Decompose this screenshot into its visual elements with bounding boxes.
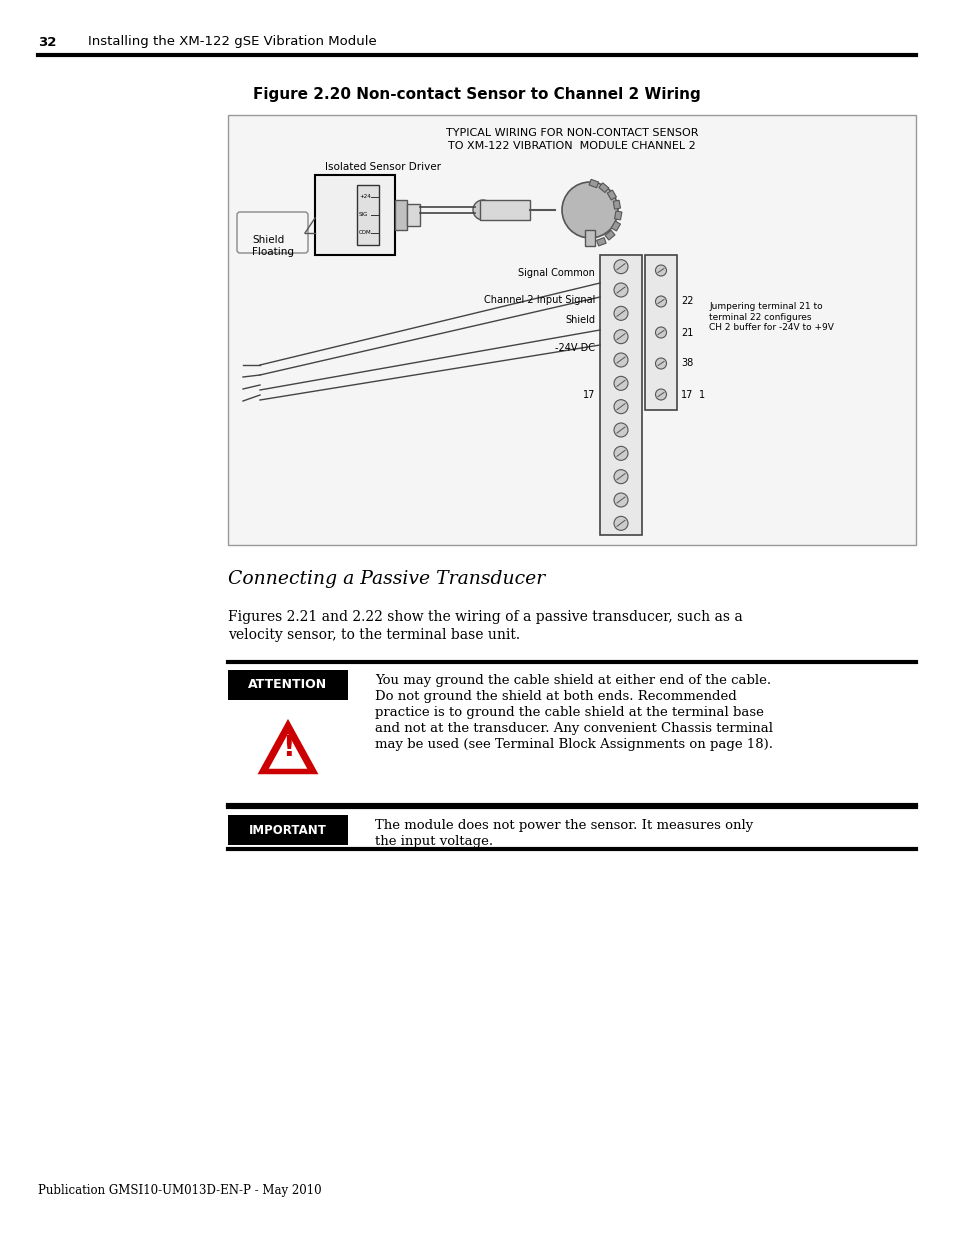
Text: The module does not power the sensor. It measures only: The module does not power the sensor. It… xyxy=(375,819,753,832)
Text: Figure 2.20 Non-contact Sensor to Channel 2 Wiring: Figure 2.20 Non-contact Sensor to Channe… xyxy=(253,86,700,103)
Text: 32: 32 xyxy=(38,36,56,48)
Text: may be used (see Terminal Block Assignments on page 18).: may be used (see Terminal Block Assignme… xyxy=(375,739,772,751)
Text: !: ! xyxy=(281,734,294,762)
Bar xyxy=(395,200,407,230)
Circle shape xyxy=(655,266,666,275)
Bar xyxy=(604,230,615,240)
Text: 21: 21 xyxy=(680,327,693,337)
Text: ATTENTION: ATTENTION xyxy=(248,678,327,692)
Text: Publication GMSI10-UM013D-EN-P - May 2010: Publication GMSI10-UM013D-EN-P - May 201… xyxy=(38,1184,321,1197)
Bar xyxy=(611,221,619,231)
Circle shape xyxy=(655,358,666,369)
Bar xyxy=(613,200,619,209)
Circle shape xyxy=(614,306,627,320)
Text: SIG: SIG xyxy=(358,212,368,217)
Bar xyxy=(314,175,395,254)
Bar xyxy=(598,183,608,193)
Text: 1: 1 xyxy=(699,389,704,399)
Circle shape xyxy=(614,283,627,296)
Circle shape xyxy=(614,377,627,390)
Bar xyxy=(479,200,530,220)
Circle shape xyxy=(614,330,627,343)
Bar xyxy=(644,254,677,410)
Circle shape xyxy=(655,296,666,308)
Circle shape xyxy=(614,400,627,414)
Circle shape xyxy=(614,259,627,274)
Text: 38: 38 xyxy=(680,358,693,368)
Bar xyxy=(614,211,621,220)
Bar xyxy=(599,254,641,535)
Polygon shape xyxy=(260,722,315,773)
Text: 17: 17 xyxy=(680,389,693,399)
Text: Figures 2.21 and 2.22 show the wiring of a passive transducer, such as a: Figures 2.21 and 2.22 show the wiring of… xyxy=(228,610,742,624)
Text: Channel 2 Input Signal: Channel 2 Input Signal xyxy=(483,295,595,305)
Circle shape xyxy=(614,424,627,437)
Circle shape xyxy=(655,327,666,338)
Circle shape xyxy=(655,389,666,400)
Text: Jumpering terminal 21 to
terminal 22 configures
CH 2 buffer for -24V to +9V: Jumpering terminal 21 to terminal 22 con… xyxy=(708,303,833,332)
Text: the input voltage.: the input voltage. xyxy=(375,835,493,848)
Text: TO XM-122 VIBRATION  MODULE CHANNEL 2: TO XM-122 VIBRATION MODULE CHANNEL 2 xyxy=(448,141,695,151)
Text: -24V DC: -24V DC xyxy=(555,343,595,353)
Bar xyxy=(407,204,419,226)
Text: TYPICAL WIRING FOR NON-CONTACT SENSOR: TYPICAL WIRING FOR NON-CONTACT SENSOR xyxy=(445,128,698,138)
Circle shape xyxy=(614,353,627,367)
Text: IMPORTANT: IMPORTANT xyxy=(249,824,327,836)
Circle shape xyxy=(614,516,627,530)
Bar xyxy=(588,179,598,188)
Bar xyxy=(584,230,595,246)
Polygon shape xyxy=(269,734,307,768)
Text: Installing the XM-122 gSE Vibration Module: Installing the XM-122 gSE Vibration Modu… xyxy=(88,36,376,48)
FancyBboxPatch shape xyxy=(228,115,915,545)
Text: COM: COM xyxy=(358,231,372,236)
Text: 22: 22 xyxy=(680,296,693,306)
Text: Signal Common: Signal Common xyxy=(517,268,595,278)
Circle shape xyxy=(473,200,493,220)
Bar xyxy=(356,185,378,245)
Circle shape xyxy=(614,469,627,484)
Text: Shield: Shield xyxy=(252,235,284,245)
Text: Shield: Shield xyxy=(564,315,595,325)
Bar xyxy=(596,237,605,246)
Text: Do not ground the shield at both ends. Recommended: Do not ground the shield at both ends. R… xyxy=(375,690,736,703)
Text: 17: 17 xyxy=(582,389,595,399)
Text: +24: +24 xyxy=(358,194,371,200)
Text: Floating: Floating xyxy=(252,247,294,257)
Text: Connecting a Passive Transducer: Connecting a Passive Transducer xyxy=(228,571,545,588)
Text: You may ground the cable shield at either end of the cable.: You may ground the cable shield at eithe… xyxy=(375,674,770,687)
Circle shape xyxy=(614,446,627,461)
Bar xyxy=(228,671,348,700)
Text: practice is to ground the cable shield at the terminal base: practice is to ground the cable shield a… xyxy=(375,706,763,719)
Text: and not at the transducer. Any convenient Chassis terminal: and not at the transducer. Any convenien… xyxy=(375,722,772,735)
Circle shape xyxy=(614,493,627,508)
Bar xyxy=(607,190,616,200)
Text: Isolated Sensor Driver: Isolated Sensor Driver xyxy=(325,162,440,172)
Text: velocity sensor, to the terminal base unit.: velocity sensor, to the terminal base un… xyxy=(228,629,519,642)
Circle shape xyxy=(561,182,618,238)
Bar xyxy=(228,815,348,845)
